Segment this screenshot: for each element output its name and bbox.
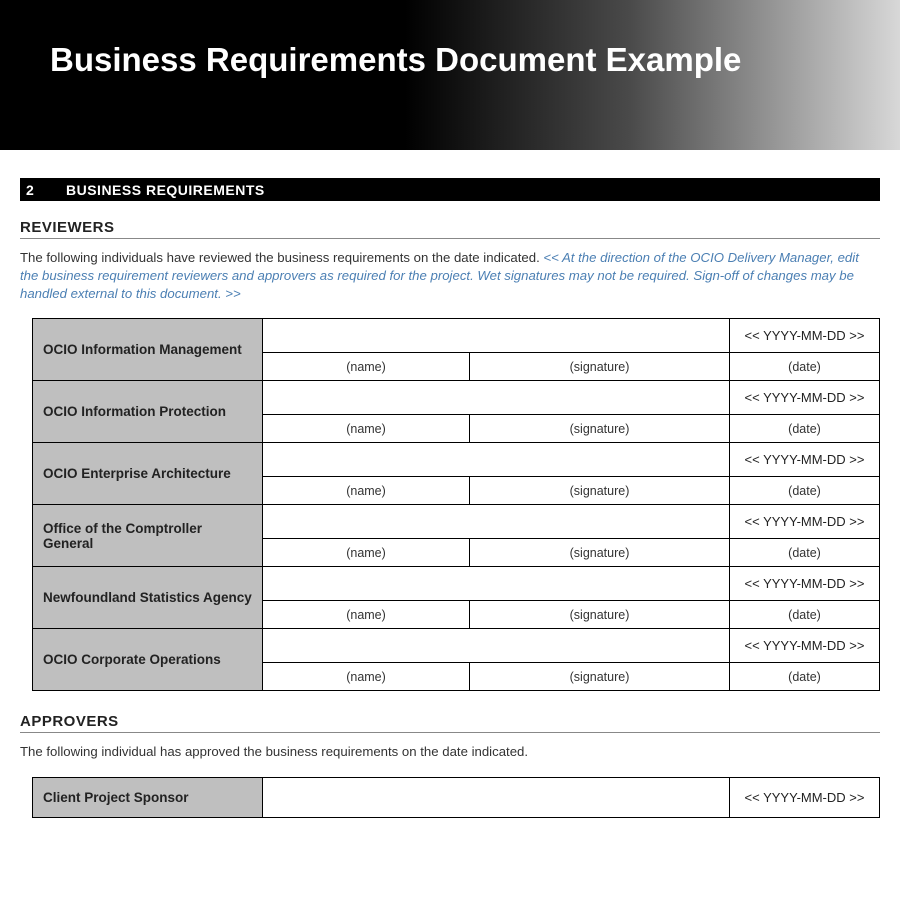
section-number: 2	[20, 182, 60, 198]
section-header-bar: 2 BUSINESS REQUIREMENTS	[20, 178, 880, 201]
banner-title: Business Requirements Document Example	[50, 41, 741, 79]
date-placeholder: << YYYY-MM-DD >>	[730, 778, 880, 818]
signature-label: (signature)	[470, 663, 730, 691]
signature-space	[263, 381, 730, 415]
approvers-heading: APPROVERS	[20, 713, 880, 733]
signature-label: (signature)	[470, 539, 730, 567]
signature-label: (signature)	[470, 601, 730, 629]
role-cell: OCIO Corporate Operations	[33, 629, 263, 691]
signature-space	[263, 629, 730, 663]
signature-space	[263, 443, 730, 477]
role-cell: OCIO Enterprise Architecture	[33, 443, 263, 505]
date-label: (date)	[730, 353, 880, 381]
role-cell: OCIO Information Protection	[33, 381, 263, 443]
role-cell: Newfoundland Statistics Agency	[33, 567, 263, 629]
date-placeholder: << YYYY-MM-DD >>	[730, 319, 880, 353]
name-label: (name)	[263, 663, 470, 691]
approvers-lead: The following individual has approved th…	[20, 743, 880, 761]
name-label: (name)	[263, 539, 470, 567]
role-cell: Office of the Comptroller General	[33, 505, 263, 567]
name-label: (name)	[263, 353, 470, 381]
reviewers-table: OCIO Information Management << YYYY-MM-DD…	[32, 318, 880, 691]
date-placeholder: << YYYY-MM-DD >>	[730, 381, 880, 415]
date-label: (date)	[730, 601, 880, 629]
reviewers-lead-text: The following individuals have reviewed …	[20, 250, 543, 265]
approvers-table: Client Project Sponsor << YYYY-MM-DD >>	[32, 777, 880, 818]
section-heading: BUSINESS REQUIREMENTS	[60, 182, 265, 198]
title-banner: Business Requirements Document Example	[0, 0, 900, 150]
role-cell: Client Project Sponsor	[33, 778, 263, 818]
date-placeholder: << YYYY-MM-DD >>	[730, 505, 880, 539]
date-label: (date)	[730, 415, 880, 443]
role-cell: OCIO Information Management	[33, 319, 263, 381]
signature-label: (signature)	[470, 477, 730, 505]
date-placeholder: << YYYY-MM-DD >>	[730, 629, 880, 663]
date-label: (date)	[730, 477, 880, 505]
signature-space	[263, 778, 730, 818]
document-body: 2 BUSINESS REQUIREMENTS REVIEWERS The fo…	[0, 150, 900, 818]
signature-space	[263, 567, 730, 601]
date-placeholder: << YYYY-MM-DD >>	[730, 443, 880, 477]
date-label: (date)	[730, 663, 880, 691]
signature-space	[263, 505, 730, 539]
name-label: (name)	[263, 601, 470, 629]
reviewers-lead: The following individuals have reviewed …	[20, 249, 880, 302]
name-label: (name)	[263, 415, 470, 443]
date-label: (date)	[730, 539, 880, 567]
signature-space	[263, 319, 730, 353]
signature-label: (signature)	[470, 415, 730, 443]
date-placeholder: << YYYY-MM-DD >>	[730, 567, 880, 601]
signature-label: (signature)	[470, 353, 730, 381]
name-label: (name)	[263, 477, 470, 505]
reviewers-heading: REVIEWERS	[20, 219, 880, 239]
